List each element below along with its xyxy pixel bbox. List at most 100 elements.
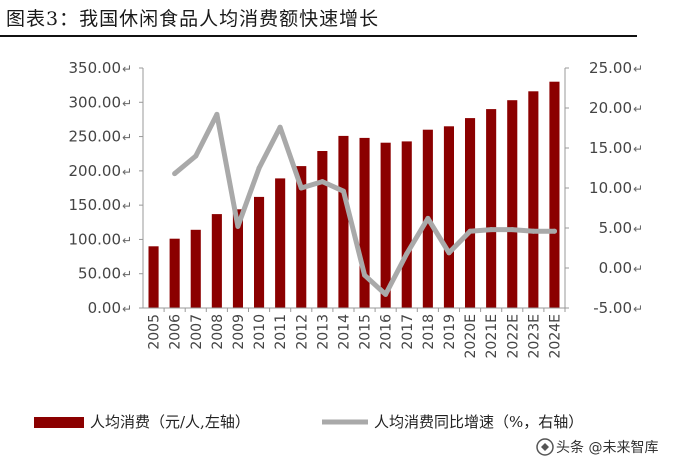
right-tick-suffix: ↵ bbox=[633, 142, 643, 156]
x-tick-label: 2008 bbox=[210, 314, 226, 350]
growth-point-2024E bbox=[552, 228, 557, 234]
right-tick-label: 10.00 bbox=[589, 179, 632, 197]
bar-2008 bbox=[211, 214, 222, 308]
x-tick-label: 2018 bbox=[421, 314, 437, 350]
growth-point-2014 bbox=[341, 188, 346, 194]
bar-2015 bbox=[359, 137, 370, 308]
bar-2021E bbox=[486, 109, 497, 308]
right-tick-label: 15.00 bbox=[589, 139, 632, 157]
legend-bar-swatch bbox=[34, 417, 84, 428]
growth-point-2011 bbox=[277, 124, 283, 130]
x-tick-label: 2013 bbox=[315, 314, 331, 350]
left-tick-label: 50.00 bbox=[78, 265, 121, 283]
left-tick-suffix: ↵ bbox=[122, 302, 132, 316]
bar-2011 bbox=[275, 178, 286, 308]
left-tick-label: 200.00 bbox=[69, 162, 122, 180]
chart-legend: 人均消费（元/人,左轴） 人均消费同比增速（%，右轴） bbox=[34, 413, 583, 431]
growth-point-2018 bbox=[425, 215, 431, 221]
bar-2020E bbox=[465, 118, 476, 308]
left-tick-suffix: ↵ bbox=[122, 233, 132, 247]
right-tick-suffix: ↵ bbox=[633, 62, 643, 76]
right-tick-label: 20.00 bbox=[589, 99, 632, 117]
watermark: 头条 @未来智库 bbox=[536, 437, 658, 457]
line-layer bbox=[172, 111, 557, 297]
x-tick-label: 2010 bbox=[252, 314, 268, 350]
bar-2017 bbox=[401, 141, 412, 308]
growth-point-2016 bbox=[383, 291, 389, 297]
bar-2013 bbox=[317, 151, 328, 308]
x-tick-label: 2016 bbox=[379, 314, 395, 350]
left-tick-suffix: ↵ bbox=[122, 268, 132, 282]
growth-point-2007 bbox=[193, 153, 199, 159]
bar-2005 bbox=[148, 246, 159, 308]
axes-layer: 0.00 ↵50.00 ↵100.00 ↵150.00 ↵200.00 ↵250.00 ↵3… bbox=[69, 59, 644, 358]
growth-point-2023E bbox=[530, 228, 536, 234]
x-tick-label: 2023E bbox=[526, 314, 542, 358]
watermark-text: 头条 @未来智库 bbox=[556, 440, 659, 456]
left-tick-suffix: ↵ bbox=[122, 96, 132, 110]
x-tick-label: 2011 bbox=[273, 314, 289, 350]
x-tick-label: 2019 bbox=[442, 314, 458, 350]
left-tick-label: 150.00 bbox=[69, 196, 122, 214]
x-tick-label: 2009 bbox=[231, 314, 247, 350]
x-tick-label: 2024E bbox=[547, 314, 563, 358]
right-tick-label: 0.00 bbox=[599, 259, 632, 277]
growth-point-2010 bbox=[256, 165, 262, 171]
title-divider bbox=[0, 35, 637, 37]
left-tick-label: 300.00 bbox=[69, 93, 122, 111]
chart-title: 图表3：我国休闲食品人均消费额快速增长 bbox=[6, 8, 380, 30]
x-tick-label: 2007 bbox=[189, 314, 205, 350]
growth-point-2008 bbox=[214, 111, 220, 117]
x-tick-label: 2014 bbox=[336, 314, 352, 350]
growth-point-2006 bbox=[172, 171, 178, 177]
left-tick-suffix: ↵ bbox=[122, 199, 132, 213]
bar-2016 bbox=[380, 142, 391, 308]
growth-point-2019 bbox=[446, 250, 452, 256]
bar-2023E bbox=[528, 91, 539, 308]
right-tick-label: 25.00 bbox=[589, 59, 632, 77]
right-tick-suffix: ↵ bbox=[633, 222, 643, 236]
growth-point-2012 bbox=[298, 185, 304, 191]
right-tick-label: -5.00 bbox=[593, 299, 632, 317]
left-tick-suffix: ↵ bbox=[122, 165, 132, 179]
bar-2006 bbox=[169, 238, 180, 308]
growth-point-2013 bbox=[319, 179, 325, 185]
x-tick-label: 2015 bbox=[358, 314, 374, 350]
x-tick-label: 2012 bbox=[294, 314, 310, 350]
bar-2009 bbox=[232, 209, 243, 308]
legend-bar-label: 人均消费（元/人,左轴） bbox=[90, 413, 250, 431]
left-tick-label: 100.00 bbox=[69, 230, 122, 248]
right-tick-suffix: ↵ bbox=[633, 102, 643, 116]
x-tick-label: 2006 bbox=[168, 314, 184, 350]
bars-layer bbox=[148, 81, 560, 308]
right-tick-suffix: ↵ bbox=[633, 302, 643, 316]
x-tick-label: 2005 bbox=[147, 314, 163, 350]
left-tick-label: 350.00 bbox=[69, 59, 122, 77]
left-tick-suffix: ↵ bbox=[122, 62, 132, 76]
bar-2010 bbox=[254, 196, 265, 308]
growth-point-2009 bbox=[235, 223, 241, 229]
bar-2024E bbox=[549, 81, 560, 308]
growth-point-2020E bbox=[467, 228, 473, 234]
growth-point-2017 bbox=[404, 251, 410, 257]
bar-2019 bbox=[443, 126, 454, 308]
growth-point-2022E bbox=[509, 227, 515, 233]
legend-line-label: 人均消费同比增速（%，右轴） bbox=[374, 413, 583, 431]
bar-2012 bbox=[296, 166, 307, 308]
right-tick-suffix: ↵ bbox=[633, 262, 643, 276]
bar-2007 bbox=[190, 229, 201, 308]
left-tick-suffix: ↵ bbox=[122, 131, 132, 145]
x-tick-label: 2021E bbox=[484, 314, 500, 358]
watermark-logo-icon bbox=[536, 438, 554, 456]
x-tick-label: 2022E bbox=[505, 314, 521, 358]
growth-point-2015 bbox=[362, 272, 368, 278]
left-tick-label: 0.00 bbox=[88, 299, 121, 317]
bar-2014 bbox=[338, 135, 349, 308]
left-tick-label: 250.00 bbox=[69, 128, 122, 146]
x-tick-label: 2017 bbox=[400, 314, 416, 350]
bar-2022E bbox=[507, 100, 518, 308]
right-tick-suffix: ↵ bbox=[633, 182, 643, 196]
x-tick-label: 2020E bbox=[463, 314, 479, 358]
growth-point-2021E bbox=[488, 227, 494, 233]
